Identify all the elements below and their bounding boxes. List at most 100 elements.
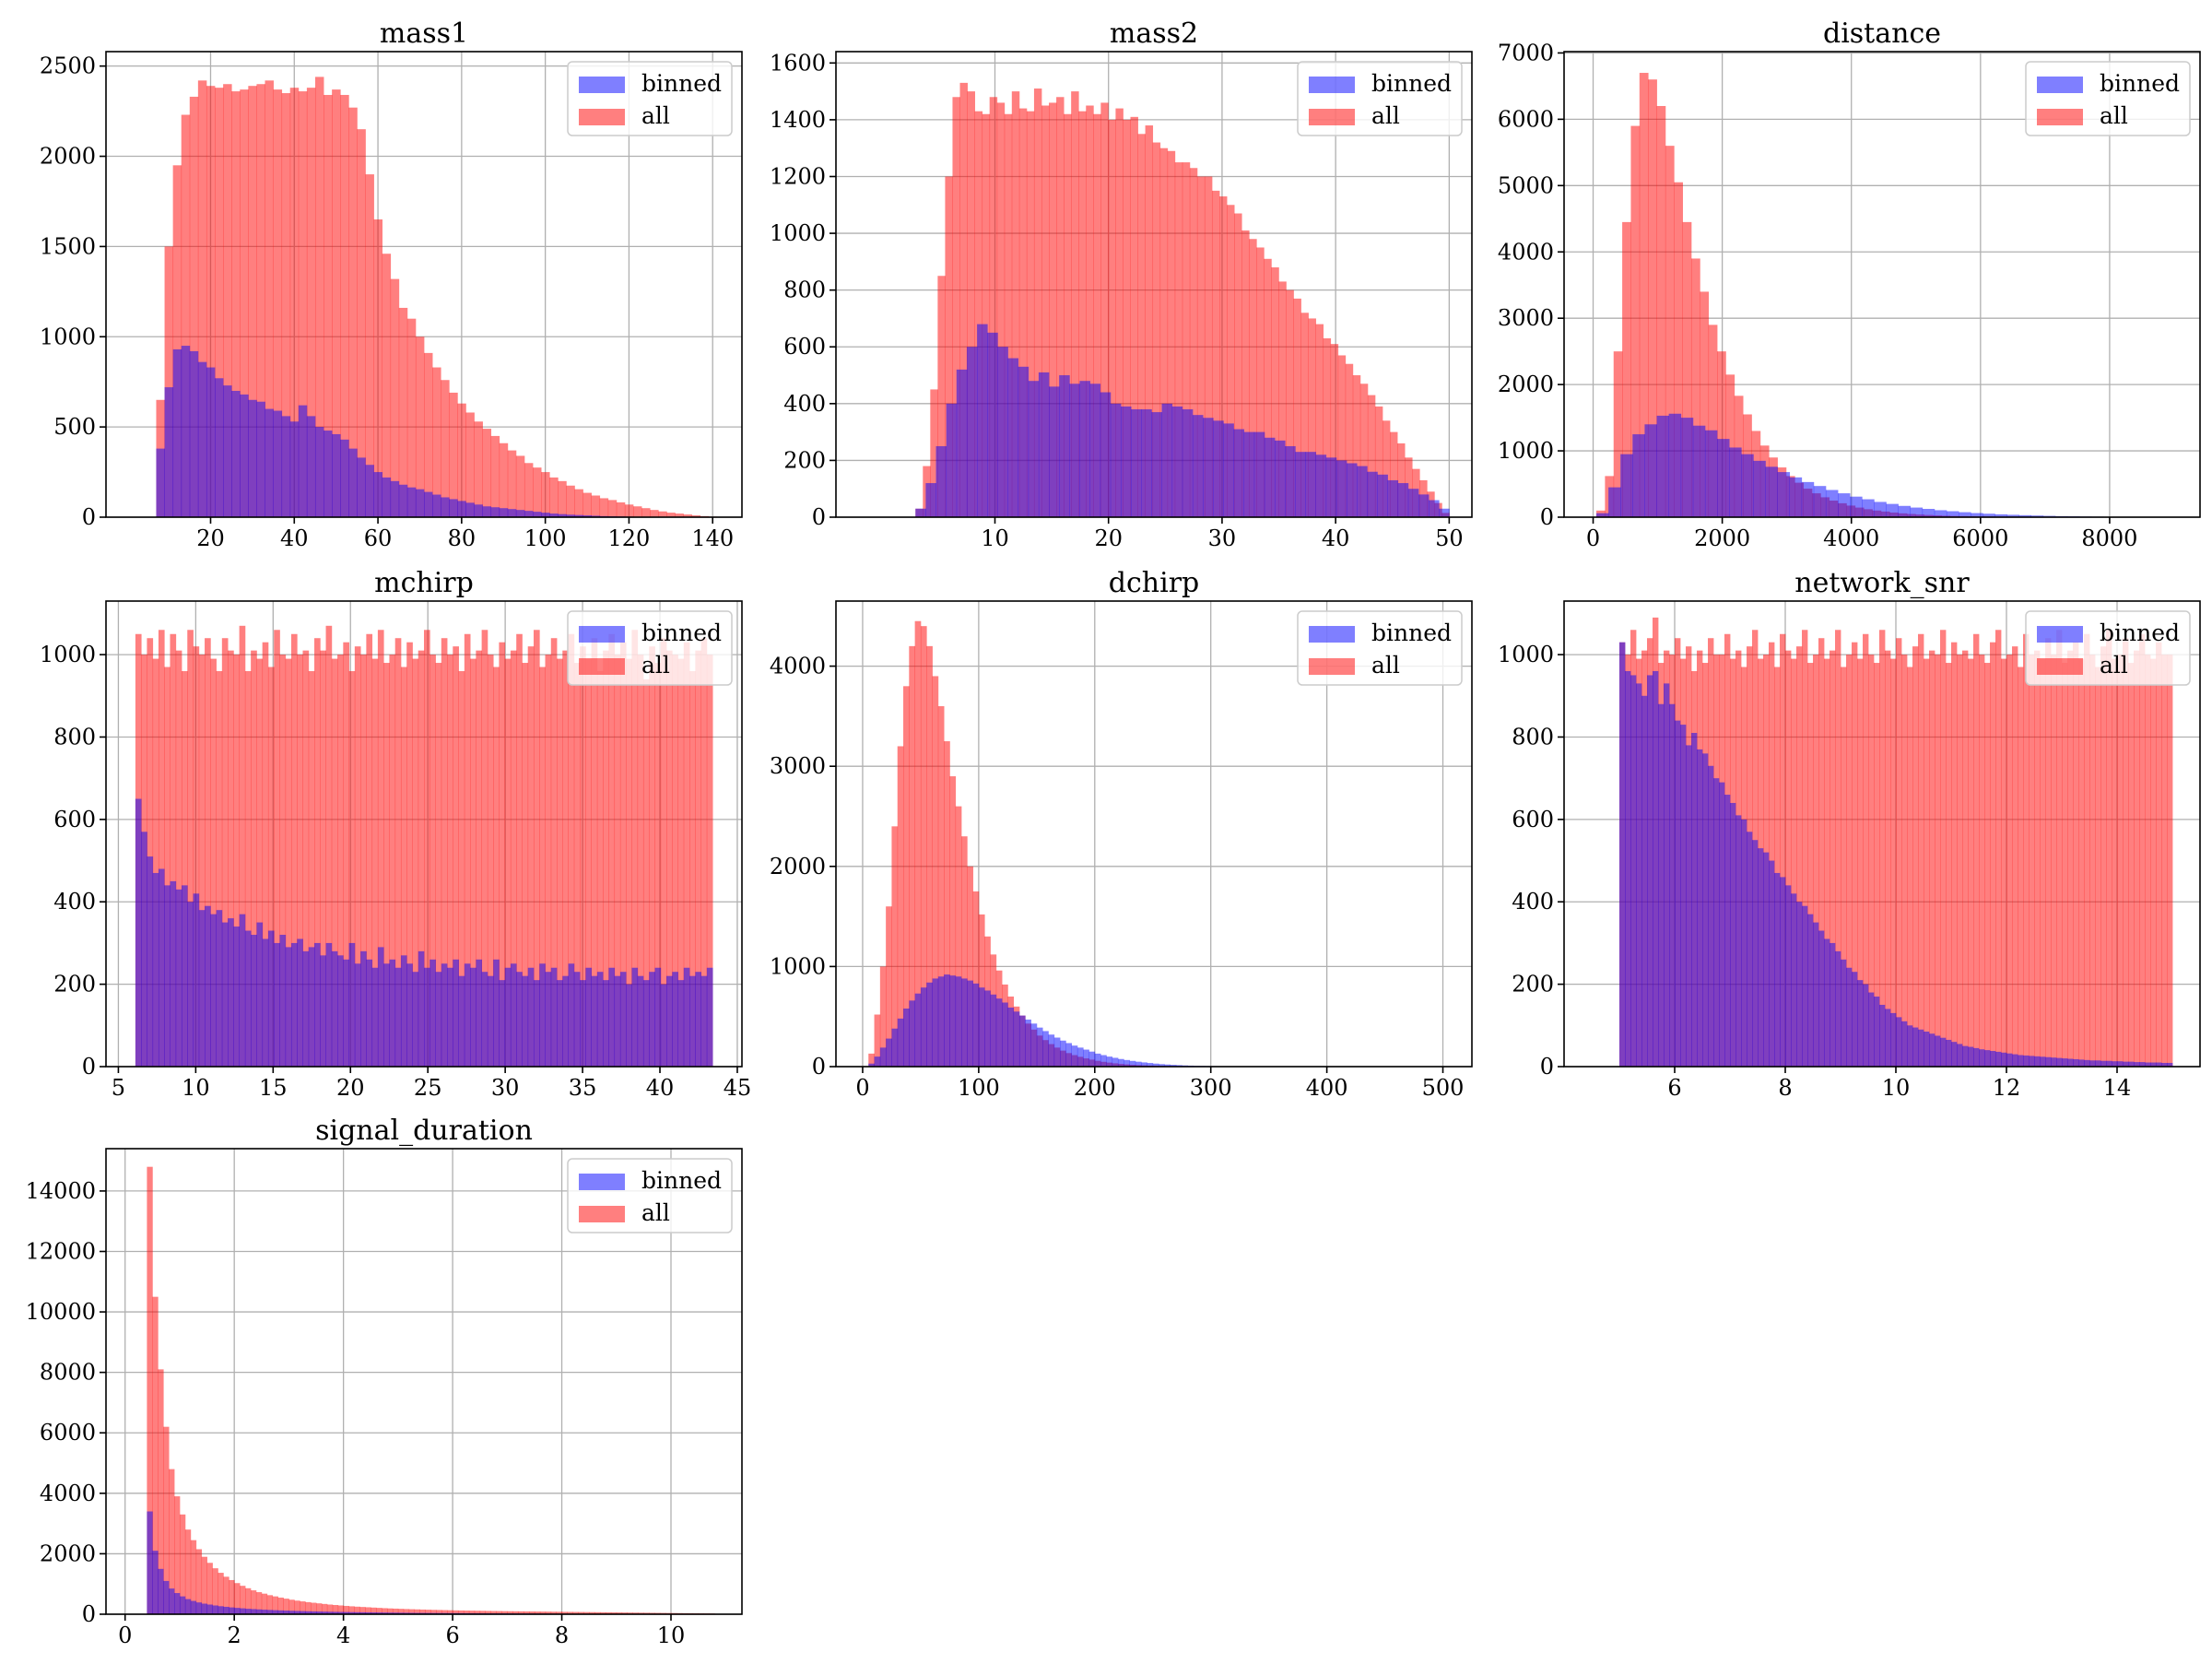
bar-binned — [1885, 1009, 1890, 1067]
legend-swatch-binned — [2037, 77, 2083, 93]
bar-binned — [1079, 381, 1090, 517]
bar-binned — [256, 923, 263, 1067]
bar-binned — [2106, 1061, 2112, 1067]
bar-binned — [1377, 475, 1388, 517]
bar-binned — [1717, 439, 1729, 517]
bar-binned — [395, 968, 402, 1067]
bar-binned — [399, 485, 407, 517]
bar-all — [2029, 655, 2034, 1067]
bar-binned — [1929, 1033, 1935, 1067]
bar-all — [2006, 655, 2012, 1067]
bar-binned — [936, 446, 947, 517]
bar-binned — [500, 508, 508, 517]
bar-binned — [1072, 1045, 1078, 1067]
bar-binned — [539, 963, 546, 1067]
bar-binned — [891, 1029, 898, 1067]
bar-binned — [1946, 1040, 1951, 1067]
bar-binned — [1838, 493, 1850, 517]
bar-all — [541, 472, 549, 517]
bar-binned — [1857, 980, 1863, 1067]
bar-binned — [307, 416, 315, 517]
bar-binned — [156, 449, 164, 517]
bar-binned — [1336, 460, 1347, 517]
bar-binned — [240, 395, 248, 517]
y-tick-label: 0 — [1540, 504, 1554, 530]
bar-all — [558, 481, 566, 517]
bar-all — [2095, 667, 2100, 1067]
legend-label-binned: binned — [641, 1167, 722, 1194]
bar-binned — [223, 1607, 229, 1614]
bar-binned — [1172, 407, 1183, 517]
bar-binned — [147, 856, 153, 1067]
bar-binned — [977, 325, 988, 517]
y-tick-label: 4000 — [770, 654, 826, 679]
bar-all — [608, 500, 617, 517]
bar-binned — [516, 972, 523, 1067]
y-tick-label: 4000 — [1498, 239, 1554, 265]
bar-binned — [1049, 386, 1060, 517]
bar-binned — [1765, 466, 1777, 517]
bar-binned — [1669, 414, 1681, 517]
bar-binned — [1632, 434, 1644, 517]
bar-binned — [251, 1609, 256, 1614]
y-tick-label: 0 — [812, 1054, 826, 1080]
x-tick-label: 40 — [646, 1075, 675, 1101]
bar-binned — [1940, 1038, 1946, 1067]
bar-binned — [1025, 1020, 1031, 1067]
y-tick-label: 600 — [53, 807, 96, 832]
y-tick-label: 7000 — [1498, 40, 1554, 65]
bar-binned — [597, 972, 604, 1067]
subplot-title: network_snr — [1794, 567, 1970, 599]
bar-binned — [1901, 1021, 1907, 1067]
y-tick-label: 1000 — [40, 324, 96, 349]
y-tick-label: 0 — [82, 1054, 96, 1080]
bar-binned — [1141, 409, 1152, 517]
bar-binned — [141, 832, 147, 1067]
bar-all — [2106, 630, 2112, 1067]
series-binned — [1596, 414, 2188, 517]
bar-binned — [1625, 671, 1630, 1067]
legend-swatch-all — [1309, 109, 1355, 125]
y-tick-label: 200 — [53, 972, 96, 997]
bar-all — [2117, 655, 2123, 1067]
bar-binned — [957, 370, 968, 517]
bar-binned — [1083, 1050, 1089, 1067]
bar-binned — [365, 465, 373, 517]
bar-binned — [961, 978, 968, 1067]
bar-binned — [1357, 466, 1368, 517]
bar-all — [2123, 638, 2128, 1067]
bar-binned — [217, 910, 223, 1067]
bar-binned — [1886, 504, 1898, 517]
bar-binned — [1151, 412, 1162, 517]
y-tick-label: 2000 — [40, 144, 96, 170]
bar-binned — [562, 976, 569, 1067]
bar-binned — [1285, 446, 1296, 517]
bar-all — [474, 421, 482, 517]
bar-binned — [314, 943, 321, 1067]
bar-binned — [190, 351, 198, 517]
bar-binned — [1347, 463, 1358, 517]
bar-binned — [2062, 1058, 2067, 1067]
bar-binned — [1697, 749, 1702, 1067]
x-tick-label: 10 — [657, 1623, 686, 1648]
x-tick-label: 0 — [118, 1623, 132, 1648]
bar-binned — [1862, 500, 1874, 517]
bar-binned — [516, 510, 524, 517]
bar-binned — [483, 506, 491, 517]
bar-all — [2145, 655, 2150, 1067]
bar-binned — [1388, 480, 1399, 517]
bar-binned — [987, 333, 998, 517]
bar-binned — [2040, 1056, 2045, 1067]
x-tick-label: 10 — [981, 525, 1009, 551]
x-tick-label: 30 — [1208, 525, 1237, 551]
bar-all — [1962, 651, 1968, 1067]
bar-binned — [1814, 486, 1826, 517]
series-binned — [868, 974, 1257, 1067]
y-tick-label: 5000 — [1498, 172, 1554, 198]
x-tick-label: 140 — [691, 525, 734, 551]
bar-all — [508, 451, 516, 517]
